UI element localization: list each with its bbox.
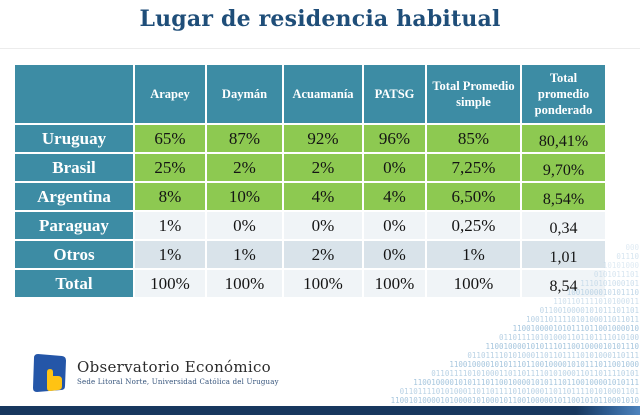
binary-line: 0110111101010001101101111010100011011011…	[399, 387, 639, 396]
table-cell: 25%	[133, 152, 207, 183]
table-body: Uruguay 65% 87% 92% 96% 85% 80,41% Brasil 25% 2% 2…	[13, 123, 607, 299]
table-cell: 100%	[425, 268, 522, 299]
table-row: Argentina 8% 10% 4% 4% 6,50% 8,54%	[13, 181, 607, 212]
column-header: Total promedio ponderado	[520, 63, 607, 125]
table-cell: 92%	[282, 123, 364, 154]
footer: Observatorio Económico Sede Litoral Nort…	[30, 352, 279, 402]
residence-table: Arapey Daymán Acuamanía PATSG Total Promedio…	[13, 63, 607, 299]
slide-title: Lugar de residencia habitual	[139, 6, 501, 32]
table-cell: 87%	[205, 123, 284, 154]
table-cell: 1%	[425, 239, 522, 270]
observatorio-logo-icon	[30, 352, 68, 394]
table-cell: 2%	[282, 152, 364, 183]
binary-line: 1100100001010111011001000010101110110010…	[413, 378, 639, 387]
table-cell: 80,41%	[520, 123, 607, 154]
column-header: PATSG	[362, 63, 427, 125]
table-cell: 85%	[425, 123, 522, 154]
divider-line	[0, 48, 640, 49]
table-cell: 4%	[362, 181, 427, 212]
table-cell: 0%	[362, 239, 427, 270]
table-row: Paraguay 1% 0% 0% 0% 0,25% 0,34	[13, 210, 607, 241]
table-cell: 6,50%	[425, 181, 522, 212]
table-cell: 0%	[282, 210, 364, 241]
table-header: Arapey Daymán Acuamanía PATSG Total Promedio…	[13, 63, 607, 125]
column-header: Total Promedio simple	[425, 63, 522, 125]
row-label: Uruguay	[13, 123, 135, 154]
table-cell: 9,70%	[520, 152, 607, 183]
table-cell: 65%	[133, 123, 207, 154]
binary-line: 1100100001010111011001000010	[512, 324, 639, 333]
binary-line: 1100101000010100001010001011001000001011…	[390, 396, 639, 405]
table-header-row: Arapey Daymán Acuamanía PATSG Total Promedio…	[13, 63, 607, 125]
table-cell: 8,54%	[520, 181, 607, 212]
binary-line: 0110111101010001101101111010100011011011…	[431, 369, 639, 378]
org-subtitle: Sede Litoral Norte, Universidad Católica…	[77, 378, 279, 386]
table-row: Brasil 25% 2% 2% 0% 7,25% 9,70%	[13, 152, 607, 183]
table-cell: 2%	[282, 239, 364, 270]
table-cell: 0,25%	[425, 210, 522, 241]
table-cell: 7,25%	[425, 152, 522, 183]
binary-line: 0110111101010001101101111010100	[499, 333, 639, 342]
table-cell: 4%	[282, 181, 364, 212]
column-header: Acuamanía	[282, 63, 364, 125]
table-row: Uruguay 65% 87% 92% 96% 85% 80,41%	[13, 123, 607, 154]
row-label: Paraguay	[13, 210, 135, 241]
row-label: Argentina	[13, 181, 135, 212]
table-cell: 8,54	[520, 268, 607, 299]
bottom-accent-bar	[0, 406, 640, 415]
binary-line: 0110010000101011101101	[539, 306, 639, 315]
binary-line: 01101111010100011011011110101000110111	[467, 351, 639, 360]
column-header: Daymán	[205, 63, 284, 125]
org-name: Observatorio Económico	[77, 358, 272, 376]
org-text-block: Observatorio Económico Sede Litoral Nort…	[77, 352, 279, 386]
row-label: Otros	[13, 239, 135, 270]
table-cell: 100%	[133, 268, 207, 299]
column-header	[13, 63, 135, 125]
table-cell: 8%	[133, 181, 207, 212]
table-cell: 0%	[362, 210, 427, 241]
table-cell: 1%	[133, 210, 207, 241]
table-cell: 0%	[205, 210, 284, 241]
table-cell: 10%	[205, 181, 284, 212]
table-cell: 100%	[282, 268, 364, 299]
table-cell: 1%	[133, 239, 207, 270]
table-row: Total 100% 100% 100% 100% 100% 8,54	[13, 268, 607, 299]
binary-line: 1001101111010100011011011	[526, 315, 639, 324]
binary-line: 1100100001010111011001000010101110110010…	[449, 360, 639, 369]
table-cell: 0%	[362, 152, 427, 183]
row-label: Brasil	[13, 152, 135, 183]
table-cell: 2%	[205, 152, 284, 183]
table-cell: 1,01	[520, 239, 607, 270]
table-row: Otros 1% 1% 2% 0% 1% 1,01	[13, 239, 607, 270]
table-cell: 1%	[205, 239, 284, 270]
table-cell: 96%	[362, 123, 427, 154]
table-cell: 100%	[362, 268, 427, 299]
table-cell: 0,34	[520, 210, 607, 241]
column-header: Arapey	[133, 63, 207, 125]
row-label: Total	[13, 268, 135, 299]
table-cell: 100%	[205, 268, 284, 299]
binary-line: 1100100001010111011001000010101110	[485, 342, 639, 351]
